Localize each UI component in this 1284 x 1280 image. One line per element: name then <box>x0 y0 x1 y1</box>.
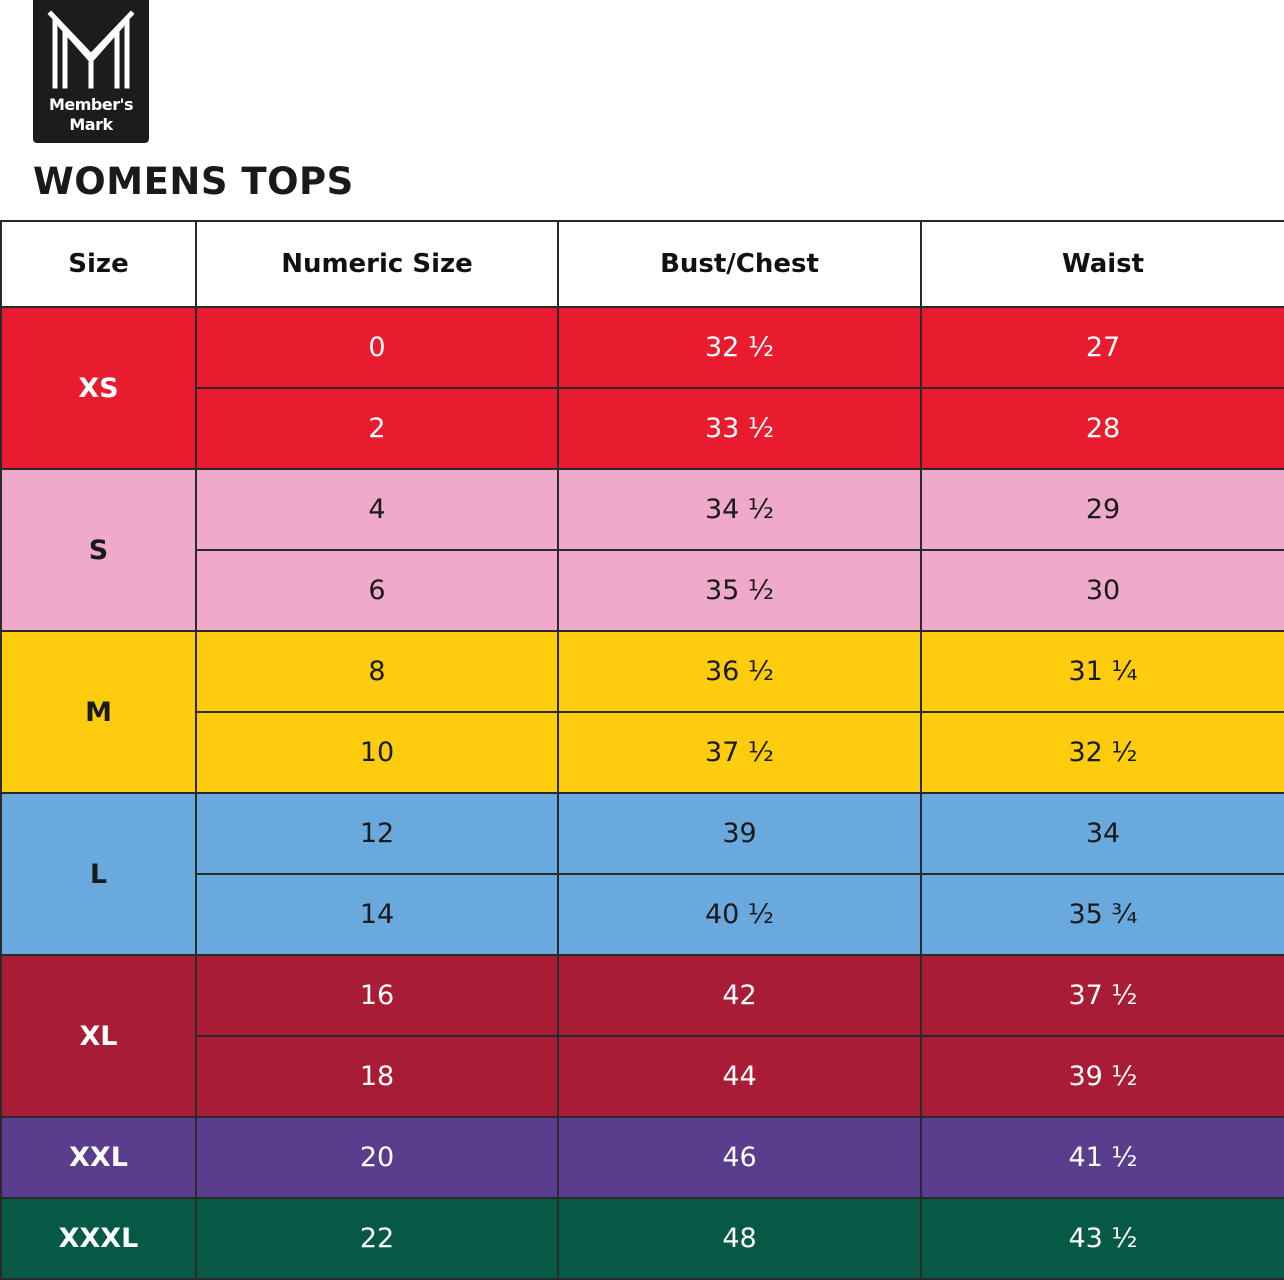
numeric-size-cell: 12 <box>195 792 559 875</box>
size-chart-table: Size Numeric Size Bust/Chest Waist XS 0 32… <box>0 220 1284 1280</box>
size-label-xxxl: XXXL <box>0 1197 197 1280</box>
size-label-xs: XS <box>0 306 197 470</box>
waist-cell: 31 ¼ <box>920 630 1284 713</box>
waist-cell: 39 ½ <box>920 1035 1284 1118</box>
bust-chest-cell: 32 ½ <box>557 306 922 389</box>
waist-cell: 27 <box>920 306 1284 389</box>
waist-cell: 34 <box>920 792 1284 875</box>
table-row: XS 0 32 ½ 27 <box>0 306 1284 470</box>
table-row: 10 37 ½ 32 ½ <box>1 711 1284 794</box>
numeric-size-cell: 8 <box>195 630 559 713</box>
bust-chest-cell: 37 ½ <box>557 711 922 794</box>
header-waist: Waist <box>920 220 1284 308</box>
numeric-size-cell: 18 <box>195 1035 559 1118</box>
table-row: XXXL 22 48 43 ½ <box>0 1197 1284 1280</box>
bust-chest-cell: 40 ½ <box>557 873 922 956</box>
table-row: S 4 34 ½ 29 <box>0 468 1284 632</box>
waist-cell: 43 ½ <box>920 1197 1284 1280</box>
bust-chest-cell: 34 ½ <box>557 468 922 551</box>
numeric-size-cell: 22 <box>195 1197 559 1280</box>
waist-cell: 35 ¾ <box>920 873 1284 956</box>
table-header-row: Size Numeric Size Bust/Chest Waist <box>0 220 1284 308</box>
logo-text-members: Member's <box>48 95 134 114</box>
numeric-size-cell: 14 <box>195 873 559 956</box>
size-label-m: M <box>0 630 197 794</box>
numeric-size-cell: 16 <box>195 954 559 1037</box>
header-bust-chest: Bust/Chest <box>557 220 922 308</box>
bust-chest-cell: 39 <box>557 792 922 875</box>
table-row: M 8 36 ½ 31 ¼ <box>0 630 1284 794</box>
table-row: XXL 20 46 41 ½ <box>0 1116 1284 1199</box>
logo-text-mark: Mark <box>69 115 113 134</box>
bust-chest-cell: 44 <box>557 1035 922 1118</box>
table-row: 2 33 ½ 28 <box>1 387 1284 470</box>
waist-cell: 28 <box>920 387 1284 470</box>
waist-cell: 32 ½ <box>920 711 1284 794</box>
waist-cell: 30 <box>920 549 1284 632</box>
numeric-size-cell: 6 <box>195 549 559 632</box>
numeric-size-cell: 4 <box>195 468 559 551</box>
waist-cell: 37 ½ <box>920 954 1284 1037</box>
table-row: XL 16 42 37 ½ <box>0 954 1284 1118</box>
members-mark-logo: Member's Mark <box>33 0 149 143</box>
table-row: 6 35 ½ 30 <box>1 549 1284 632</box>
bust-chest-cell: 48 <box>557 1197 922 1280</box>
bust-chest-cell: 36 ½ <box>557 630 922 713</box>
table-row: L 12 39 34 <box>0 792 1284 956</box>
size-label-l: L <box>0 792 197 956</box>
numeric-size-cell: 20 <box>195 1116 559 1199</box>
size-label-xxl: XXL <box>0 1116 197 1199</box>
numeric-size-cell: 0 <box>195 306 559 389</box>
size-chart-body: XS 0 32 ½ 27 2 33 ½ 28 S 4 34 ½ 29 6 35 ½ 30 M 8 36 ½ 31 … <box>0 306 1284 1280</box>
page-title: WOMENS TOPS <box>33 160 354 203</box>
numeric-size-cell: 10 <box>195 711 559 794</box>
header-size: Size <box>0 220 197 308</box>
numeric-size-cell: 2 <box>195 387 559 470</box>
waist-cell: 41 ½ <box>920 1116 1284 1199</box>
header-numeric-size: Numeric Size <box>195 220 559 308</box>
m-emblem-icon <box>47 10 135 89</box>
bust-chest-cell: 33 ½ <box>557 387 922 470</box>
table-row: 18 44 39 ½ <box>1 1035 1284 1118</box>
bust-chest-cell: 46 <box>557 1116 922 1199</box>
size-label-xl: XL <box>0 954 197 1118</box>
size-label-s: S <box>0 468 197 632</box>
bust-chest-cell: 42 <box>557 954 922 1037</box>
bust-chest-cell: 35 ½ <box>557 549 922 632</box>
waist-cell: 29 <box>920 468 1284 551</box>
table-row: 14 40 ½ 35 ¾ <box>1 873 1284 956</box>
